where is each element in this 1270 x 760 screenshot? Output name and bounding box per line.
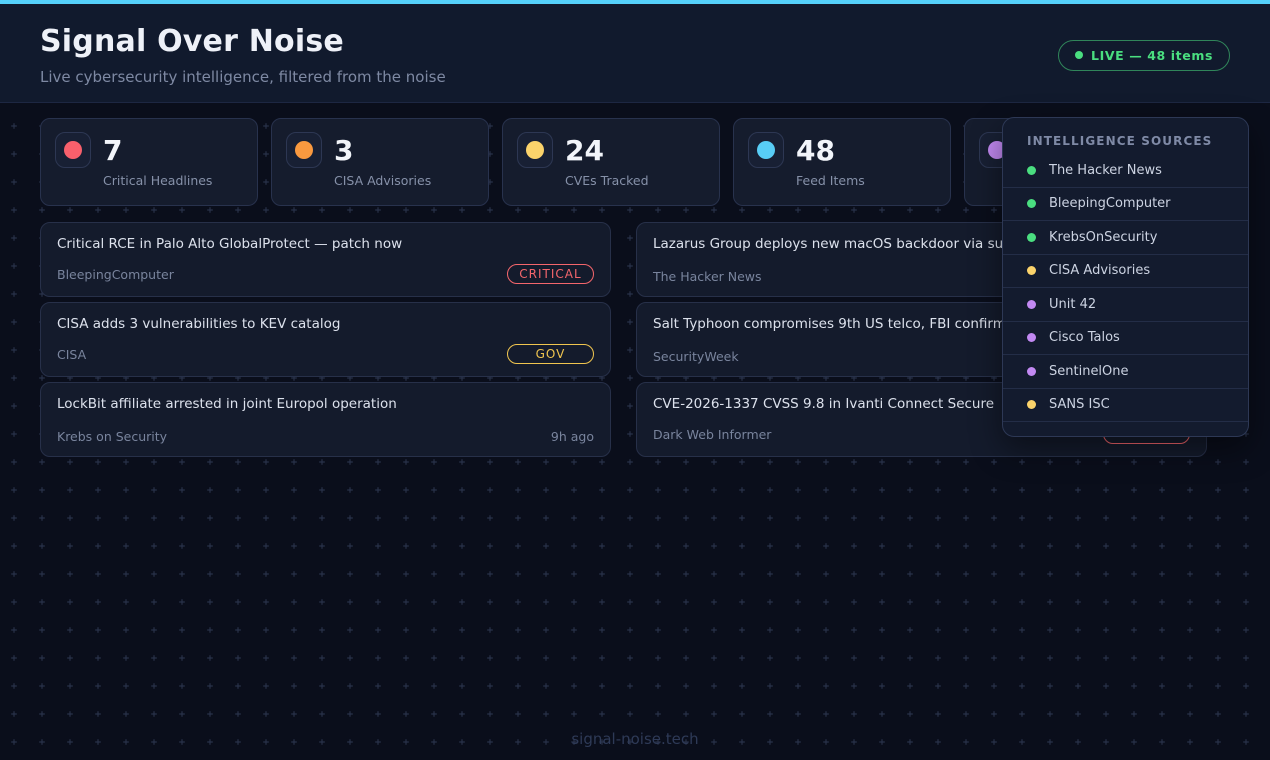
source-list-item[interactable]: The Hacker News xyxy=(1003,154,1248,188)
feed-footer-row: Krebs on Security 9h ago xyxy=(57,429,594,444)
source-dot-icon xyxy=(1027,366,1036,376)
feed-column-left: Critical RCE in Palo Alto GlobalProtect … xyxy=(40,222,611,457)
sources-panel-title: INTELLIGENCE SOURCES xyxy=(1027,134,1213,148)
stats-row: 7 Critical Headlines 3 CISA Advisories 2… xyxy=(40,118,1230,206)
feed-footer-row: The Hacker News xyxy=(653,269,1190,284)
feed-headline: Lazarus Group deploys new macOS backdoor… xyxy=(653,236,1073,252)
feed-source: Krebs on Security xyxy=(57,429,168,444)
stat-dot-icon xyxy=(55,132,91,168)
source-list-item[interactable]: SentinelOne xyxy=(1003,355,1248,389)
feed-card[interactable]: Critical RCE in Palo Alto GlobalProtect … xyxy=(40,222,611,297)
stat-label: Critical Headlines xyxy=(103,173,213,188)
source-name: The Hacker News xyxy=(1049,162,1162,178)
feed-source: SecurityWeek xyxy=(653,349,739,364)
page-subtitle: Live cybersecurity intelligence, filtere… xyxy=(40,68,446,86)
feed-card[interactable]: CISA adds 3 vulnerabilities to KEV catal… xyxy=(40,302,611,377)
feed-headline: CISA adds 3 vulnerabilities to KEV catal… xyxy=(57,316,341,332)
live-status-badge: LIVE — 48 items xyxy=(1058,39,1230,71)
source-dot-icon xyxy=(1027,199,1036,209)
source-name: BleepingComputer xyxy=(1049,196,1171,212)
feed-source: Dark Web Informer xyxy=(653,426,772,442)
source-dot-icon xyxy=(1027,165,1036,175)
stat-value: 24 xyxy=(565,133,604,167)
feed-headline: Critical RCE in Palo Alto GlobalProtect … xyxy=(57,236,403,252)
source-list-item[interactable]: CISA Advisories xyxy=(1003,255,1248,288)
feed-footer-row: CISA GOV xyxy=(57,344,594,364)
source-name: Cisco Talos xyxy=(1049,330,1120,346)
feed-footer-row: SecurityWeek xyxy=(653,349,1190,364)
stat-label: CISA Advisories xyxy=(334,173,432,188)
stat-value: 48 xyxy=(796,133,835,167)
live-dot-icon xyxy=(1075,51,1084,59)
source-dot-icon xyxy=(1027,299,1036,309)
app-header: Signal Over Noise Live cybersecurity int… xyxy=(0,0,1270,103)
feed-headline: CVE-2026-1337 CVSS 9.8 in Ivanti Connect… xyxy=(653,396,995,412)
source-list-item[interactable]: SANS ISC xyxy=(1003,389,1248,422)
intelligence-sources-panel: INTELLIGENCE SOURCES The Hacker News Ble… xyxy=(1002,117,1249,437)
source-name: Unit 42 xyxy=(1049,296,1097,312)
source-name: SANS ISC xyxy=(1049,397,1110,413)
severity-badge: CRITICAL xyxy=(507,264,594,284)
stat-dot-icon xyxy=(286,132,322,168)
stat-card: 7 Critical Headlines xyxy=(40,118,258,206)
source-name: CISA Advisories xyxy=(1049,263,1151,279)
feed-time: 9h ago xyxy=(550,429,594,444)
stat-dot-icon xyxy=(517,132,553,168)
footer-domain-text: signal-noise.tech xyxy=(571,730,699,748)
stat-dot-icon xyxy=(748,132,784,168)
stat-label: CVEs Tracked xyxy=(565,173,649,188)
page-footer: signal-noise.tech xyxy=(0,729,1270,748)
feed-source: BleepingComputer xyxy=(57,266,174,282)
source-name: KrebsOnSecurity xyxy=(1049,229,1158,245)
live-badge-label: LIVE — 48 items xyxy=(1091,47,1213,63)
stat-label: Feed Items xyxy=(796,173,865,188)
stat-card: 48 Feed Items xyxy=(733,118,951,206)
severity-badge: GOV xyxy=(507,344,594,364)
stat-value: 7 xyxy=(103,133,123,167)
source-list-item[interactable]: Unit 42 xyxy=(1003,288,1248,322)
source-list-item[interactable]: Cisco Talos xyxy=(1003,322,1248,355)
feed-card[interactable]: LockBit affiliate arrested in joint Euro… xyxy=(40,382,611,457)
source-dot-icon xyxy=(1027,333,1036,343)
source-dot-icon xyxy=(1027,232,1036,242)
header-text-group: Signal Over Noise Live cybersecurity int… xyxy=(40,24,446,86)
source-list-item[interactable]: KrebsOnSecurity xyxy=(1003,221,1248,255)
source-dot-icon xyxy=(1027,266,1036,276)
feed-headline: LockBit affiliate arrested in joint Euro… xyxy=(57,396,397,412)
sources-list: The Hacker News BleepingComputer KrebsOn… xyxy=(1003,154,1248,422)
stat-value: 3 xyxy=(334,133,354,167)
feed-source: CISA xyxy=(57,346,87,362)
source-list-item[interactable]: BleepingComputer xyxy=(1003,188,1248,221)
source-dot-icon xyxy=(1027,400,1036,410)
feed-headline: Salt Typhoon compromises 9th US telco, F… xyxy=(653,316,1013,332)
page-title: Signal Over Noise xyxy=(40,24,344,59)
stat-card: 3 CISA Advisories xyxy=(271,118,489,206)
stat-card: 24 CVEs Tracked xyxy=(502,118,720,206)
feed-footer-row: BleepingComputer CRITICAL xyxy=(57,264,594,284)
feed-source: The Hacker News xyxy=(653,269,762,284)
source-name: SentinelOne xyxy=(1049,363,1129,379)
